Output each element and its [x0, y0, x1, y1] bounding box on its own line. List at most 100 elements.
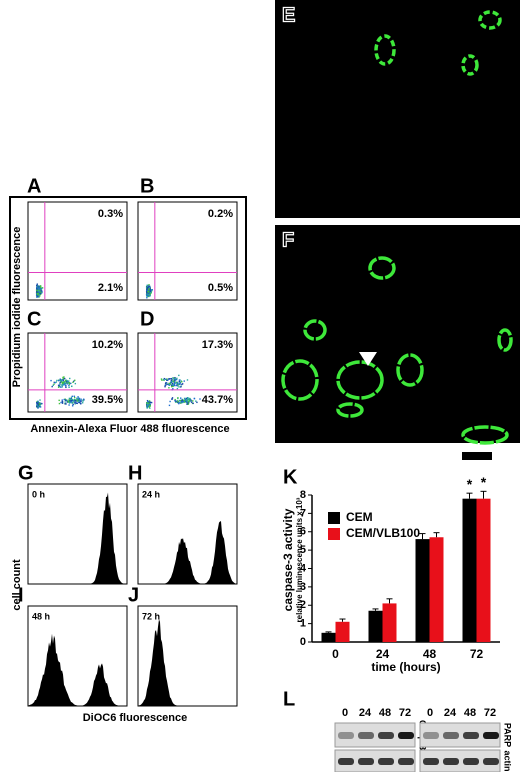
event-dot: [181, 400, 183, 403]
event-dot: [65, 399, 67, 401]
event-dot: [178, 380, 180, 383]
event-dot: [64, 398, 66, 400]
event-dot: [62, 382, 64, 384]
event-dot: [175, 382, 177, 384]
event-dot: [74, 382, 77, 385]
event-dot: [74, 379, 76, 382]
event-dot: [173, 383, 176, 386]
blot-band: [483, 732, 499, 739]
event-dot: [37, 290, 40, 292]
event-dot: [187, 402, 189, 404]
event-dot: [169, 378, 171, 380]
event-dot: [167, 379, 169, 381]
event-dot: [180, 401, 182, 404]
event-dot: [180, 397, 182, 399]
event-dot: [177, 400, 179, 403]
event-dot: [36, 290, 38, 292]
event-dot: [62, 383, 64, 385]
event-dot: [196, 401, 198, 404]
event-dot: [173, 384, 176, 387]
quadrant-percent: 43.7%: [202, 394, 233, 406]
event-dot: [76, 402, 78, 405]
event-dot: [149, 293, 151, 295]
event-dot: [185, 399, 187, 402]
event-dot: [39, 405, 41, 407]
quadrant-percent: 0.2%: [208, 208, 233, 220]
flow-frame: [9, 196, 247, 420]
significance: *: [467, 476, 473, 492]
event-dot: [173, 380, 175, 383]
event-dot: [71, 395, 74, 398]
event-dot: [185, 401, 188, 404]
event-dot: [174, 381, 176, 384]
event-dot: [52, 384, 54, 386]
event-dot: [67, 382, 70, 384]
event-dot: [36, 404, 38, 406]
event-dot: [68, 383, 71, 385]
event-dot: [199, 398, 201, 400]
lane-label: 72: [399, 707, 411, 719]
event-dot: [149, 404, 151, 406]
event-dot: [181, 401, 184, 404]
event-dot: [79, 400, 81, 403]
event-dot: [176, 400, 179, 403]
panel-letter: C: [27, 308, 41, 330]
panel-letter: E: [282, 4, 295, 26]
event-dot: [148, 401, 150, 403]
event-dot: [146, 284, 148, 287]
event-dot: [64, 403, 67, 405]
event-dot: [165, 382, 168, 384]
bar: [321, 632, 336, 642]
event-dot: [170, 381, 172, 383]
event-dot: [166, 378, 168, 380]
cell-stain: [303, 319, 327, 341]
event-dot: [185, 397, 188, 400]
event-dot: [39, 402, 42, 405]
event-dot: [176, 382, 179, 384]
event-dot: [38, 405, 40, 408]
event-dot: [173, 377, 175, 379]
event-dot: [147, 285, 150, 287]
significance: *: [481, 474, 487, 490]
event-dot: [146, 290, 148, 293]
cell-stain: [461, 54, 479, 76]
event-dot: [181, 381, 183, 383]
event-dot: [74, 402, 76, 404]
event-dot: [185, 400, 188, 403]
y-tick-label: 3: [300, 581, 306, 593]
event-dot: [59, 383, 61, 385]
event-dot: [182, 399, 185, 401]
quadrant-percent: 2.1%: [98, 282, 123, 294]
event-dot: [66, 380, 68, 382]
event-dot: [176, 377, 178, 380]
event-dot: [59, 378, 61, 380]
bar: [335, 621, 350, 642]
event-dot: [79, 399, 82, 402]
lane-label: 24: [444, 707, 457, 719]
event-dot: [38, 403, 41, 406]
event-dot: [71, 402, 74, 404]
event-dot: [69, 377, 71, 380]
blot-band: [423, 732, 439, 739]
event-dot: [63, 381, 66, 383]
event-dot: [164, 386, 166, 388]
cell-stain: [461, 425, 509, 445]
quadrant-percent: 39.5%: [92, 394, 123, 406]
event-dot: [78, 401, 81, 404]
event-dot: [174, 398, 176, 401]
event-dot: [165, 382, 167, 384]
event-dot: [66, 383, 69, 385]
event-dot: [146, 407, 148, 409]
event-dot: [58, 402, 61, 405]
quadrant-percent: 0.3%: [98, 208, 123, 220]
event-dot: [189, 398, 191, 401]
event-dot: [38, 290, 41, 292]
panel-letter: F: [282, 229, 294, 251]
event-dot: [61, 379, 64, 381]
event-dot: [146, 287, 149, 289]
event-dot: [172, 384, 174, 386]
event-dot: [63, 382, 65, 384]
event-dot: [160, 378, 163, 380]
event-dot: [167, 384, 170, 386]
